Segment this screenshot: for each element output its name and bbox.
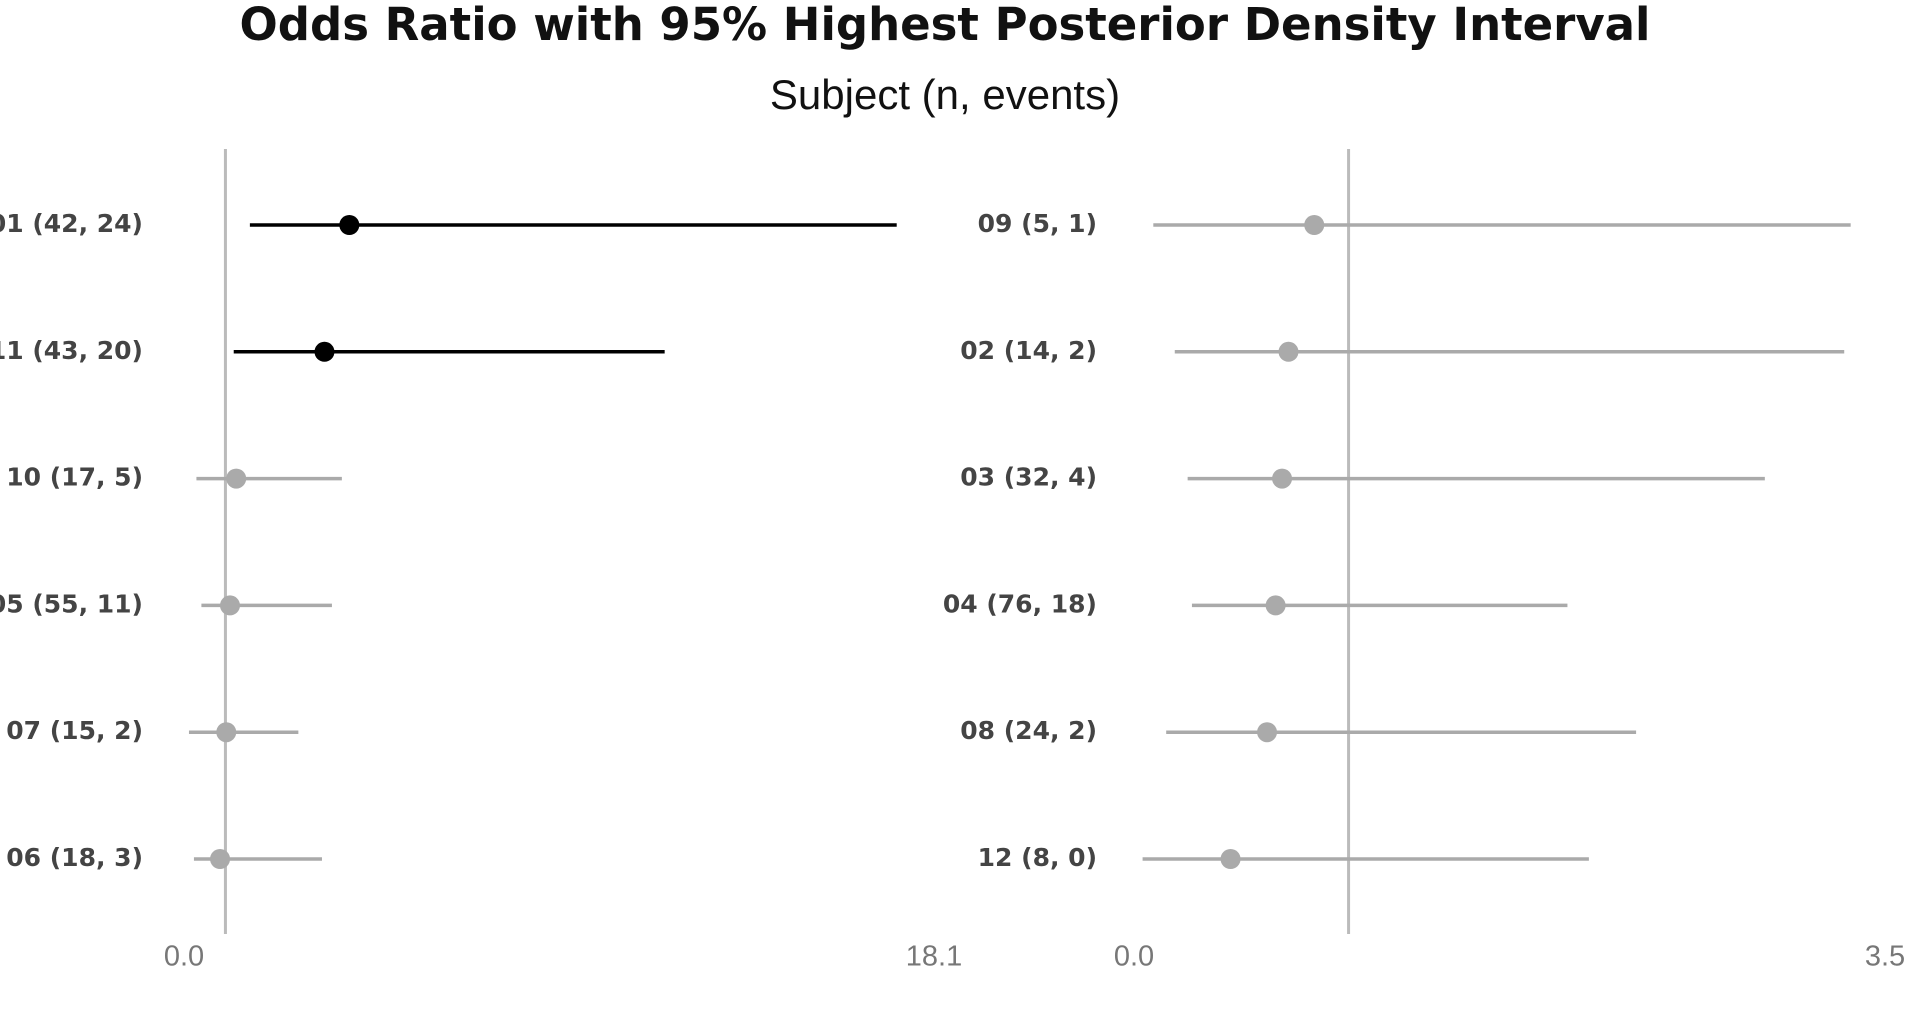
chart-subtitle: Subject (n, events) — [770, 71, 1120, 118]
row-label: 03 (32, 4) — [960, 463, 1097, 492]
row-label: 07 (15, 2) — [6, 716, 143, 745]
row-label: 02 (14, 2) — [960, 336, 1097, 365]
point-estimate — [339, 215, 360, 235]
row-label: 09 (5, 1) — [978, 209, 1097, 238]
point-estimate — [219, 595, 240, 616]
row-label: 11 (43, 20) — [0, 336, 143, 365]
row-label: 06 (18, 3) — [6, 843, 143, 872]
row-label: 10 (17, 5) — [6, 463, 143, 492]
point-estimate — [1265, 595, 1286, 616]
x-tick-label: 0.0 — [1114, 941, 1154, 973]
point-estimate — [1272, 468, 1293, 489]
row-label: 08 (24, 2) — [960, 716, 1097, 745]
chart-title: Odds Ratio with 95% Highest Posterior De… — [240, 0, 1651, 51]
point-estimate — [216, 722, 237, 743]
x-tick-label: 18.1 — [906, 941, 962, 973]
point-estimate — [226, 468, 247, 489]
point-estimate — [1278, 341, 1299, 362]
point-estimate — [1304, 215, 1325, 235]
row-label: 05 (55, 11) — [0, 589, 143, 618]
x-tick-label: 3.5 — [1865, 941, 1905, 973]
row-label: 04 (76, 18) — [943, 589, 1097, 618]
point-estimate — [1220, 849, 1241, 869]
point-estimate — [210, 849, 231, 869]
row-label: 01 (42, 24) — [0, 209, 143, 238]
x-tick-label: 0.0 — [164, 941, 204, 973]
row-label: 12 (8, 0) — [978, 843, 1097, 872]
point-estimate — [1257, 722, 1278, 743]
point-estimate — [314, 341, 335, 362]
